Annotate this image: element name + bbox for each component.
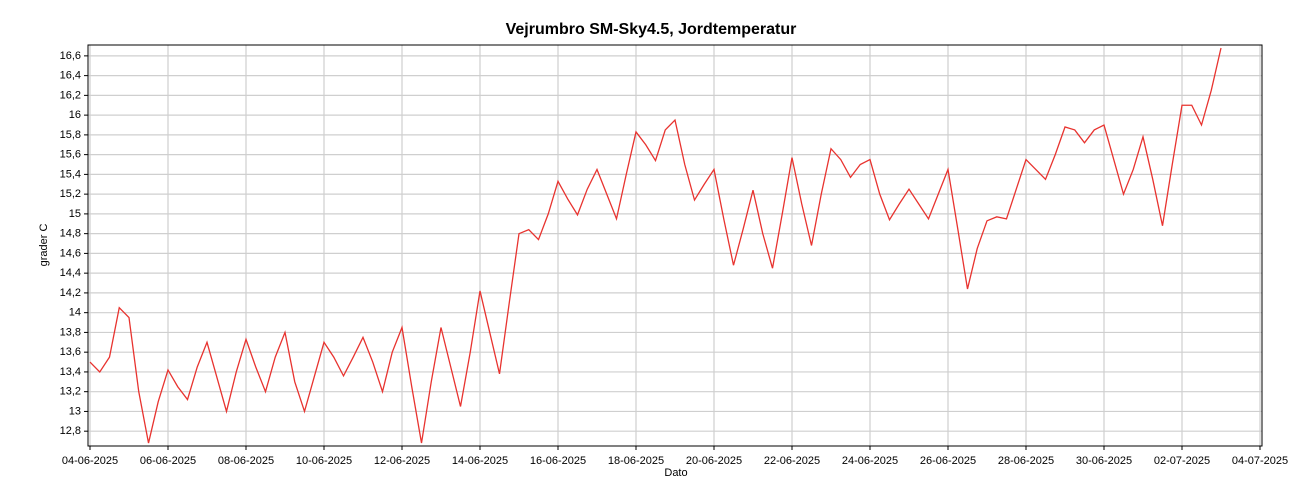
y-tick-label: 14 (69, 307, 81, 319)
x-tick-label: 16-06-2025 (530, 455, 586, 467)
x-tick-label: 20-06-2025 (686, 455, 742, 467)
x-tick-label: 02-07-2025 (1154, 455, 1210, 467)
x-tick-label: 08-06-2025 (218, 455, 274, 467)
y-axis-label: grader C (38, 224, 50, 267)
y-tick-label: 13,6 (60, 346, 81, 358)
y-tick-label: 14,2 (60, 287, 81, 299)
x-tick-label: 12-06-2025 (374, 455, 430, 467)
y-tick-label: 16 (69, 109, 81, 121)
x-tick-label: 24-06-2025 (842, 455, 898, 467)
x-tick-label: 06-06-2025 (140, 455, 196, 467)
y-tick-label: 15,2 (60, 188, 81, 200)
x-tick-label: 28-06-2025 (998, 455, 1054, 467)
y-tick-label: 13,4 (60, 366, 81, 378)
y-tick-label: 14,8 (60, 228, 81, 240)
line-series (89, 47, 1222, 444)
x-tick-label: 26-06-2025 (920, 455, 976, 467)
x-tick-label: 18-06-2025 (608, 455, 664, 467)
x-axis-label: Dato (664, 467, 687, 479)
y-tick-label: 16,6 (60, 50, 81, 62)
x-tick-label: 30-06-2025 (1076, 455, 1132, 467)
y-tick-label: 14,4 (60, 267, 81, 279)
y-tick-label: 15,8 (60, 129, 81, 141)
x-tick-label: 04-06-2025 (62, 455, 118, 467)
x-tick-label: 22-06-2025 (764, 455, 820, 467)
chart-title: Vejrumbro SM-Sky4.5, Jordtemperatur (506, 21, 797, 38)
y-tick-label: 13 (69, 405, 81, 417)
x-tick-label: 14-06-2025 (452, 455, 508, 467)
y-tick-label: 16,4 (60, 70, 81, 82)
x-tick-label: 04-07-2025 (1232, 455, 1288, 467)
y-tick-label: 13,8 (60, 326, 81, 338)
y-tick-label: 16,2 (60, 89, 81, 101)
y-tick-label: 15,4 (60, 168, 81, 180)
x-tick-label: 10-06-2025 (296, 455, 352, 467)
y-tick-label: 14,6 (60, 247, 81, 259)
plot-frame (87, 44, 1263, 447)
y-tick-label: 13,2 (60, 386, 81, 398)
y-tick-label: 15,6 (60, 149, 81, 161)
y-tick-label: 15 (69, 208, 81, 220)
y-tick-label: 12,8 (60, 425, 81, 437)
